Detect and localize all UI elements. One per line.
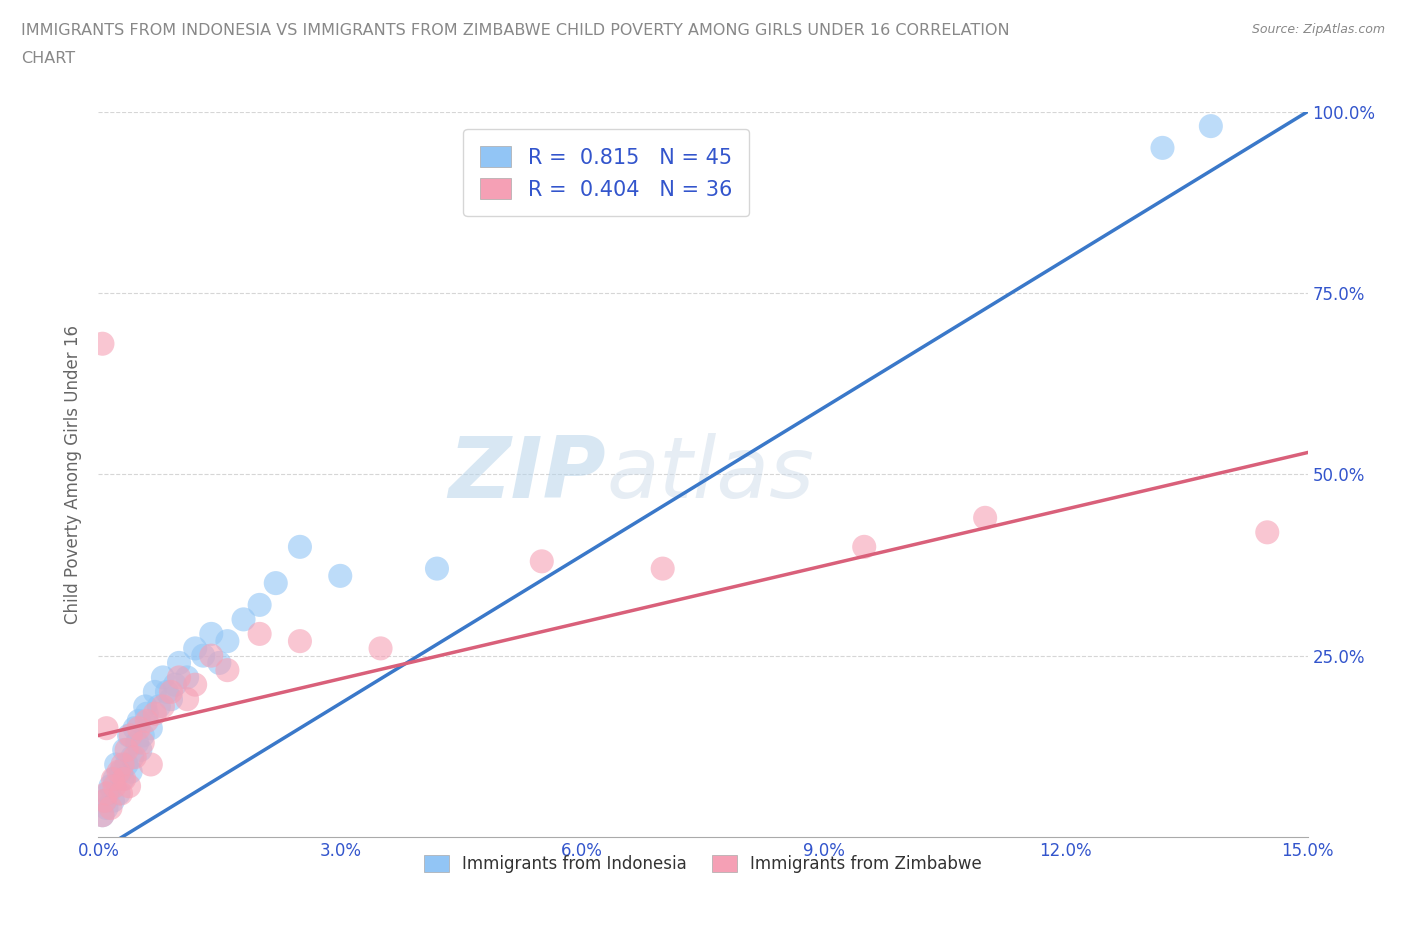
Point: [208, 656, 231, 671]
Point: [120, 728, 142, 743]
Point: [107, 764, 129, 779]
Point: [118, 728, 141, 743]
Point: [132, 736, 155, 751]
Point: [249, 627, 271, 642]
Point: [176, 670, 198, 684]
Y-axis label: Child Poverty Among Girls Under 16: Child Poverty Among Girls Under 16: [65, 325, 83, 624]
Point: [139, 721, 162, 736]
Point: [134, 699, 156, 714]
Point: [143, 684, 166, 699]
Text: CHART: CHART: [21, 51, 75, 66]
Point: [143, 706, 166, 721]
Point: [112, 772, 135, 787]
Point: [112, 742, 135, 757]
Point: [426, 561, 449, 576]
Point: [101, 772, 124, 787]
Point: [94, 793, 117, 808]
Point: [200, 627, 222, 642]
Text: ZIP: ZIP: [449, 432, 606, 516]
Point: [135, 706, 157, 721]
Point: [91, 337, 114, 352]
Point: [853, 539, 876, 554]
Point: [96, 721, 118, 736]
Point: [329, 568, 352, 583]
Point: [129, 742, 152, 757]
Point: [103, 778, 125, 793]
Point: [97, 786, 120, 801]
Point: [111, 772, 134, 787]
Point: [107, 786, 129, 801]
Point: [249, 597, 271, 612]
Point: [160, 692, 183, 707]
Point: [128, 721, 150, 736]
Point: [105, 757, 128, 772]
Point: [167, 656, 190, 671]
Point: [193, 648, 215, 663]
Point: [651, 561, 673, 576]
Point: [160, 684, 183, 699]
Point: [128, 713, 150, 728]
Text: IMMIGRANTS FROM INDONESIA VS IMMIGRANTS FROM ZIMBABWE CHILD POVERTY AMONG GIRLS : IMMIGRANTS FROM INDONESIA VS IMMIGRANTS …: [21, 23, 1010, 38]
Point: [217, 633, 239, 648]
Point: [139, 757, 162, 772]
Point: [974, 511, 997, 525]
Text: Source: ZipAtlas.com: Source: ZipAtlas.com: [1251, 23, 1385, 36]
Legend: Immigrants from Indonesia, Immigrants from Zimbabwe: Immigrants from Indonesia, Immigrants fr…: [418, 848, 988, 880]
Point: [184, 641, 207, 656]
Point: [124, 750, 146, 764]
Point: [110, 786, 132, 801]
Point: [200, 648, 222, 663]
Point: [96, 801, 118, 816]
Point: [115, 757, 138, 772]
Point: [135, 713, 157, 728]
Point: [120, 764, 142, 779]
Point: [167, 670, 190, 684]
Point: [264, 576, 287, 591]
Point: [118, 778, 141, 793]
Point: [96, 786, 118, 801]
Text: atlas: atlas: [606, 432, 814, 516]
Point: [103, 772, 125, 787]
Point: [148, 699, 170, 714]
Point: [1256, 525, 1278, 539]
Point: [152, 670, 174, 684]
Point: [121, 750, 143, 764]
Point: [91, 808, 114, 823]
Point: [217, 663, 239, 678]
Point: [100, 801, 122, 816]
Point: [163, 677, 186, 692]
Point: [115, 742, 138, 757]
Point: [94, 793, 117, 808]
Point: [124, 721, 146, 736]
Point: [176, 692, 198, 707]
Point: [152, 699, 174, 714]
Point: [1152, 140, 1174, 155]
Point: [127, 736, 149, 751]
Point: [91, 808, 114, 823]
Point: [110, 764, 132, 779]
Point: [132, 728, 155, 743]
Point: [288, 633, 311, 648]
Point: [1199, 119, 1222, 134]
Point: [288, 539, 311, 554]
Point: [101, 793, 124, 808]
Point: [156, 684, 179, 699]
Point: [530, 554, 553, 569]
Point: [370, 641, 392, 656]
Point: [100, 778, 122, 793]
Point: [232, 612, 254, 627]
Point: [184, 677, 207, 692]
Point: [111, 757, 134, 772]
